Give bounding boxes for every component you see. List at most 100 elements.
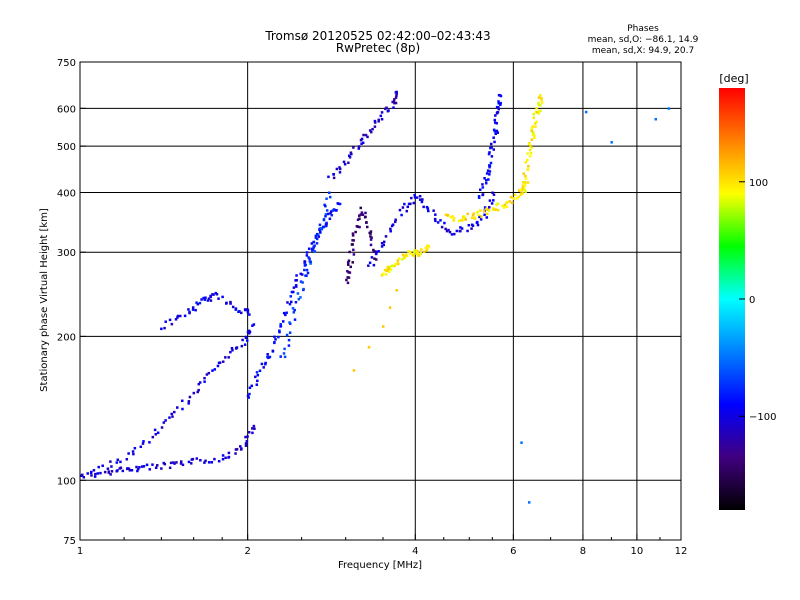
- data-point: [148, 441, 151, 444]
- colorbar-tick-label: −100: [749, 412, 776, 423]
- data-point: [126, 467, 129, 471]
- data-point: [483, 206, 487, 209]
- data-point: [496, 111, 500, 114]
- data-point: [364, 133, 368, 137]
- data-point: [381, 325, 385, 328]
- data-point: [168, 466, 172, 470]
- data-point: [493, 140, 496, 144]
- data-point: [183, 314, 187, 318]
- data-point: [255, 371, 259, 374]
- data-point: [348, 250, 351, 254]
- data-point: [136, 467, 140, 471]
- data-point: [467, 223, 471, 227]
- data-point: [221, 295, 224, 299]
- data-point: [197, 388, 200, 392]
- data-point: [283, 347, 286, 351]
- data-point: [369, 232, 372, 235]
- data-point: [176, 314, 180, 318]
- data-point: [395, 94, 398, 97]
- data-point: [314, 234, 318, 238]
- data-point: [282, 352, 286, 355]
- data-point: [368, 261, 372, 265]
- x-tick-label: 10: [631, 546, 644, 557]
- data-point: [421, 198, 424, 201]
- data-point: [234, 308, 238, 311]
- data-point: [412, 254, 415, 258]
- data-point: [322, 225, 326, 229]
- data-point: [187, 308, 190, 311]
- data-point: [499, 103, 502, 106]
- data-point: [483, 213, 486, 217]
- data-point: [125, 457, 129, 461]
- trace-group: [520, 107, 671, 504]
- data-point: [305, 254, 309, 257]
- data-point: [519, 188, 522, 192]
- data-point: [377, 120, 380, 123]
- data-point: [81, 473, 84, 477]
- data-point: [533, 136, 536, 140]
- data-point: [349, 151, 353, 154]
- data-point: [229, 302, 232, 305]
- x-tick-label: 2: [244, 546, 250, 557]
- data-point: [483, 177, 486, 180]
- data-point: [346, 276, 349, 279]
- data-point: [392, 106, 395, 109]
- data-point: [197, 382, 201, 386]
- data-point: [531, 131, 535, 134]
- data-point: [195, 457, 199, 460]
- data-point: [492, 193, 496, 196]
- data-point: [377, 250, 380, 253]
- data-point: [119, 466, 123, 470]
- data-point: [351, 261, 355, 264]
- data-point: [231, 305, 235, 309]
- data-point: [248, 386, 252, 390]
- data-point: [235, 448, 239, 451]
- data-point: [398, 208, 402, 212]
- data-point: [495, 129, 499, 133]
- data-point: [326, 212, 330, 216]
- data-point: [115, 461, 119, 464]
- data-point: [286, 301, 289, 304]
- data-point: [328, 191, 331, 194]
- data-point: [330, 213, 333, 217]
- data-point: [459, 229, 462, 233]
- data-point: [293, 318, 297, 321]
- data-point: [530, 138, 534, 141]
- data-point: [432, 209, 435, 212]
- data-point: [206, 299, 210, 302]
- data-point: [512, 196, 515, 200]
- data-point: [198, 301, 202, 305]
- data-point: [332, 173, 335, 176]
- data-point: [196, 390, 199, 394]
- data-point: [346, 263, 350, 266]
- data-point: [204, 296, 207, 299]
- x-tick-label: 8: [580, 546, 586, 557]
- data-point: [338, 167, 342, 171]
- data-point: [171, 415, 174, 418]
- data-point: [537, 103, 540, 106]
- data-point: [393, 220, 397, 224]
- data-point: [365, 225, 369, 229]
- data-point: [526, 168, 530, 171]
- data-point: [303, 261, 306, 265]
- data-point: [227, 451, 231, 455]
- data-point: [667, 107, 671, 110]
- data-point: [141, 442, 145, 445]
- data-point: [395, 90, 398, 94]
- data-point: [139, 445, 143, 449]
- data-point: [283, 355, 287, 359]
- data-point: [244, 435, 247, 439]
- data-point: [521, 192, 524, 195]
- data-point: [393, 264, 397, 267]
- data-point: [445, 229, 449, 233]
- data-point: [526, 152, 529, 155]
- data-point: [387, 109, 390, 112]
- data-point: [297, 297, 301, 301]
- data-point: [373, 257, 376, 260]
- data-point: [521, 184, 525, 187]
- data-point: [325, 224, 328, 228]
- data-point: [476, 210, 479, 214]
- data-point: [294, 300, 298, 304]
- data-point: [466, 229, 469, 233]
- data-point: [477, 213, 480, 217]
